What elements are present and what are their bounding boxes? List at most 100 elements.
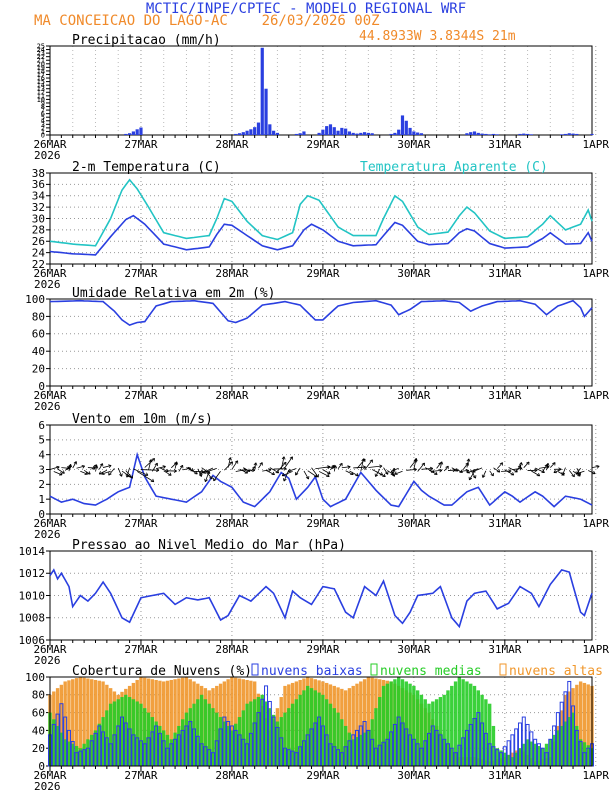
y-tick-label: 23	[37, 50, 45, 58]
cloud-bar-nuvens-altas	[230, 677, 234, 766]
cloud-bar-nuvens-medias	[389, 681, 393, 766]
temperature-line	[49, 214, 593, 256]
cloud-bar-nuvens-medias	[480, 694, 484, 766]
wind-vector-head	[339, 462, 343, 466]
precip-bar	[317, 132, 321, 135]
cloud-bar-nuvens-altas	[71, 679, 75, 766]
cloud-bar-nuvens-altas	[78, 677, 83, 766]
cloud-bar-nuvens-altas	[575, 684, 579, 766]
wind-vector	[102, 465, 112, 468]
cloud-bar-nuvens-altas	[347, 688, 352, 766]
precip-bar	[366, 132, 370, 135]
wind-vector-head	[375, 474, 379, 477]
wind-vector	[269, 467, 279, 474]
wind-vector-head	[576, 471, 579, 475]
y-tick-label: 22	[37, 53, 45, 61]
wind-vector	[349, 470, 359, 477]
wind-vector	[466, 458, 470, 468]
cloud-bar-nuvens-medias	[71, 743, 75, 766]
wind-vector-head	[295, 473, 299, 476]
wind-vector-head	[230, 457, 232, 461]
wind-vector-head	[163, 466, 166, 469]
cloud-bar-nuvens-medias	[465, 681, 469, 766]
wind-vector	[190, 469, 198, 475]
cloud-bar-nuvens-medias	[415, 690, 420, 766]
wind-vector-head	[98, 471, 101, 475]
y-tick-label: 5	[41, 114, 45, 122]
wind-vector	[83, 469, 91, 475]
cloud-bar-nuvens-altas	[234, 677, 238, 766]
cloud-bar-nuvens-medias	[385, 683, 390, 766]
wind-vector-head	[327, 473, 330, 477]
wind-vector-head	[57, 466, 60, 470]
wind-vector	[318, 471, 330, 477]
cloud-bar-nuvens-medias	[355, 737, 359, 766]
x-tick-label: 26MAR	[33, 769, 66, 782]
wind-vector-head	[331, 464, 335, 467]
precip-bar	[139, 127, 143, 135]
wind-vector-head	[439, 469, 443, 473]
panel-frame	[49, 172, 593, 265]
cloud-bar-nuvens-medias	[82, 743, 86, 766]
precip-bar	[563, 133, 568, 135]
cloud-bar-nuvens-altas	[165, 680, 170, 766]
x-tick-label: 1APR	[583, 769, 610, 782]
cloud-bar-nuvens-medias	[313, 690, 318, 766]
cloud-bar-nuvens-medias	[256, 697, 261, 766]
cloud-bar-nuvens-medias	[67, 741, 71, 766]
wind-vector-head	[148, 459, 152, 463]
y-tick-label: 40	[32, 724, 45, 737]
y-tick-label: 20	[32, 362, 45, 375]
wind-vector	[133, 468, 149, 476]
panel-frame	[49, 676, 593, 767]
cloud-bar-nuvens-medias	[427, 703, 431, 766]
cloud-bar-nuvens-medias	[241, 710, 245, 766]
y-tick-label: 0	[38, 760, 45, 773]
wind-vector-head	[468, 458, 471, 462]
wind-vector-head	[363, 458, 366, 462]
wind-vector-head	[441, 461, 444, 465]
cloud-bar-nuvens-medias	[116, 699, 120, 766]
precip-bar	[328, 124, 333, 135]
cloud-bar-nuvens-medias	[374, 708, 378, 766]
precip-bar	[355, 133, 359, 135]
precip-bar	[362, 132, 367, 135]
wind-vector-head	[119, 474, 122, 477]
wind-vector-head	[335, 465, 338, 469]
x-tick-label: 31MAR	[488, 517, 521, 530]
wind-vector-head	[174, 461, 177, 465]
wind-vector	[307, 470, 318, 478]
wind-vector-head	[526, 461, 530, 464]
wind-vector-head	[347, 465, 351, 468]
wind-vector	[459, 469, 469, 472]
cloud-bar-nuvens-medias	[559, 725, 564, 766]
wind-vector	[239, 468, 248, 474]
cloud-bar-nuvens-medias	[457, 677, 462, 766]
wind-vector-head	[429, 466, 433, 469]
x-tick-label: 28MAR	[215, 517, 248, 530]
cloud-bar-nuvens-medias	[586, 745, 590, 766]
wind-vector-head	[379, 464, 383, 467]
y-tick-label: 20	[32, 742, 45, 755]
x-tick-label: 29MAR	[306, 389, 339, 402]
wind-vector-head	[191, 467, 194, 471]
cloud-bar-nuvens-medias	[218, 717, 223, 766]
wind-vector-head	[362, 465, 366, 468]
wind-vector-head	[99, 463, 103, 466]
y-tick-label: 0	[38, 508, 45, 521]
cloud-bar-nuvens-medias	[309, 688, 314, 766]
cloud-bar-nuvens-medias	[252, 699, 257, 766]
y-tick-label: 10	[37, 96, 45, 104]
wind-vector	[254, 462, 257, 469]
y-tick-label: 18	[37, 67, 45, 75]
wind-vector-head	[327, 465, 331, 468]
wind-vector-head	[126, 474, 130, 478]
wind-vector	[353, 466, 366, 469]
cloud-bar-nuvens-medias	[514, 752, 518, 766]
x-tick-label: 26MAR	[33, 643, 66, 656]
legend-label: nuvens baixas	[261, 664, 363, 679]
wind-vector-head	[283, 466, 287, 470]
wind-vector-head	[66, 467, 70, 470]
cloud-bar-nuvens-medias	[537, 745, 541, 766]
y-tick-label: 38	[32, 167, 45, 180]
